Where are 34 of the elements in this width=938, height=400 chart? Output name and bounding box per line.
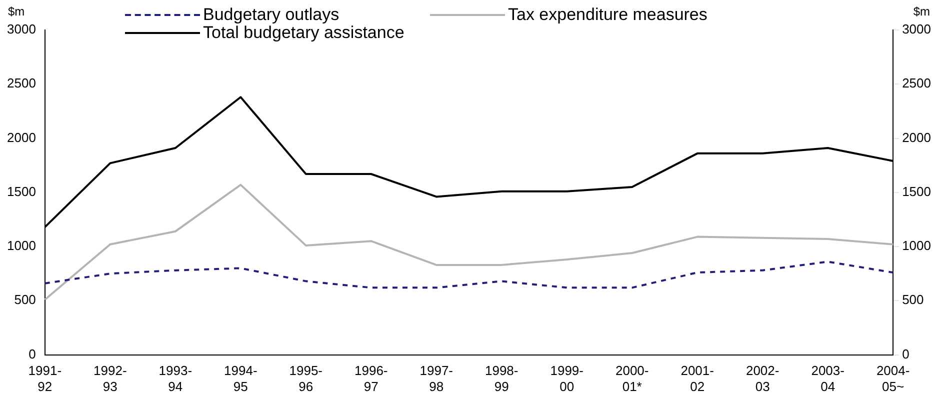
- x-tick-label: 1994-95: [224, 363, 258, 394]
- y2-tick-label: 500: [902, 292, 924, 308]
- y2-tick-label: 3000: [902, 22, 931, 37]
- line-series: [44, 260, 894, 289]
- x-tick-label: 1995-96: [289, 363, 323, 394]
- y2-axis-title: $m: [913, 4, 930, 18]
- y-tick-label: 3000: [7, 22, 36, 37]
- y-tick-label: 1500: [7, 184, 36, 199]
- y-axis-title: $m: [8, 4, 25, 18]
- x-tick-label: 2002-03: [746, 363, 780, 394]
- x-tick-label: 1998-99: [484, 363, 518, 394]
- x-tick-label: 2001-02: [680, 363, 714, 394]
- y-tick-label: 1000: [7, 238, 36, 254]
- x-tick-label: 1997-98: [420, 363, 454, 394]
- y-tick-label: 0: [28, 346, 36, 362]
- y-tick-label: 2000: [7, 130, 36, 145]
- x-tick-label: 1992-93: [94, 363, 127, 394]
- y-tick-label: 500: [14, 292, 36, 308]
- y-tick-label: 2500: [7, 76, 36, 91]
- x-tick-label: 1996-97: [354, 363, 388, 394]
- x-tick-label: 2003-04: [811, 363, 844, 394]
- x-tick-label: 1991-92: [28, 363, 62, 394]
- y2-tick-label: 1000: [902, 238, 931, 254]
- y2-tick-label: 2000: [902, 130, 931, 145]
- legend-label: Budgetary outlays: [203, 5, 340, 24]
- x-tick-label: 2004-05~: [876, 363, 910, 394]
- x-tick-label: 1999-00: [550, 363, 584, 394]
- x-tick-label: 2000-01*: [615, 363, 649, 394]
- y2-tick-label: 0: [902, 346, 910, 362]
- x-tick-label: 1993-94: [158, 363, 192, 394]
- y2-tick-label: 1500: [902, 184, 931, 199]
- legend-label: Total budgetary assistance: [203, 23, 404, 42]
- y2-tick-label: 2500: [902, 76, 931, 91]
- legend-label: Tax expenditure measures: [508, 5, 708, 24]
